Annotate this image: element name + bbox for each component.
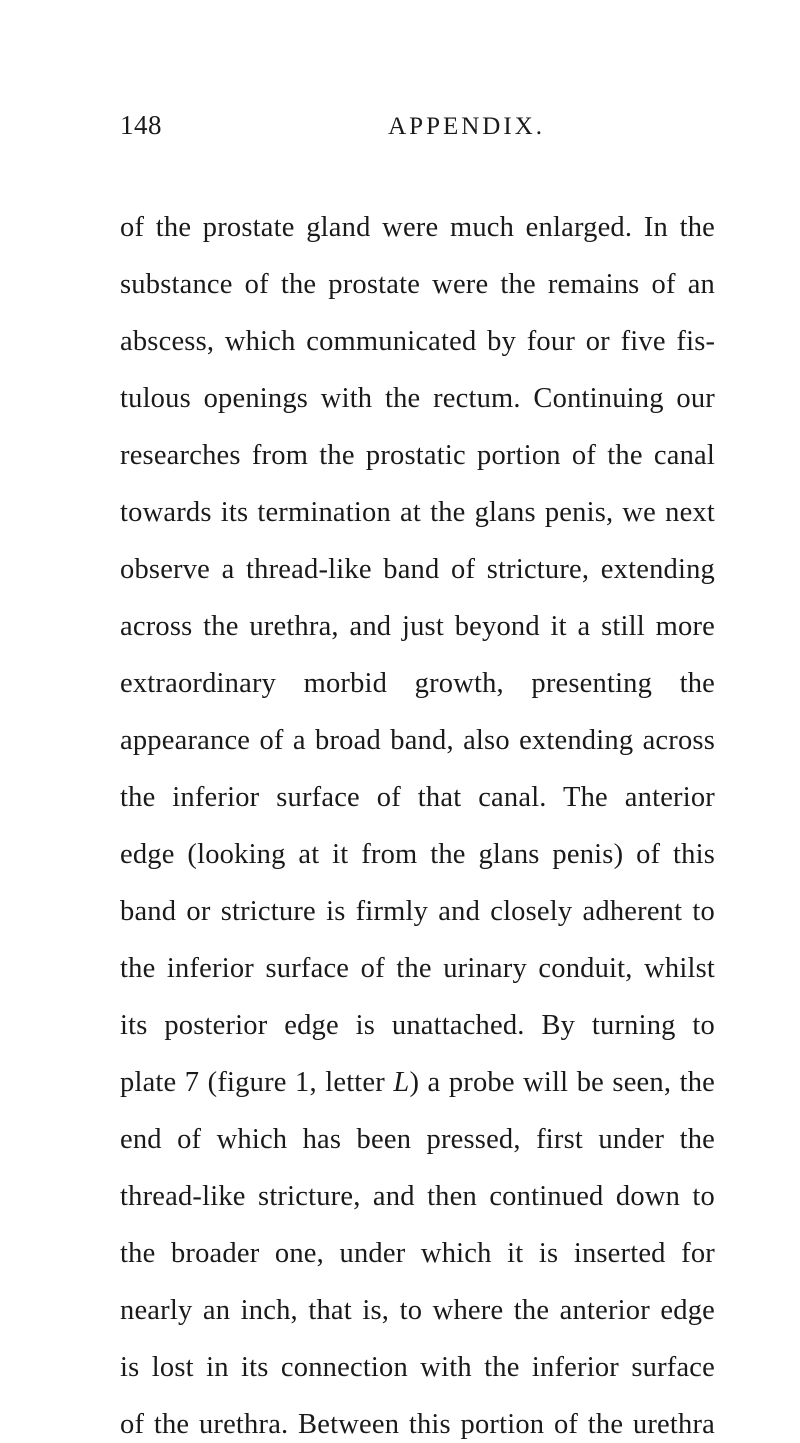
body-italic: L xyxy=(393,1067,409,1098)
section-title: APPENDIX. xyxy=(388,113,545,141)
page-header: 148 APPENDIX. xyxy=(120,110,715,141)
page: 148 APPENDIX. of the prostate gland were… xyxy=(0,0,800,1443)
page-number: 148 xyxy=(120,110,162,141)
body-post: ) a probe will be seen, the end of which… xyxy=(120,1067,715,1443)
body-pre: of the prostate gland were much enlarged… xyxy=(120,212,715,1098)
body-text: of the prostate gland were much enlarged… xyxy=(120,199,715,1443)
